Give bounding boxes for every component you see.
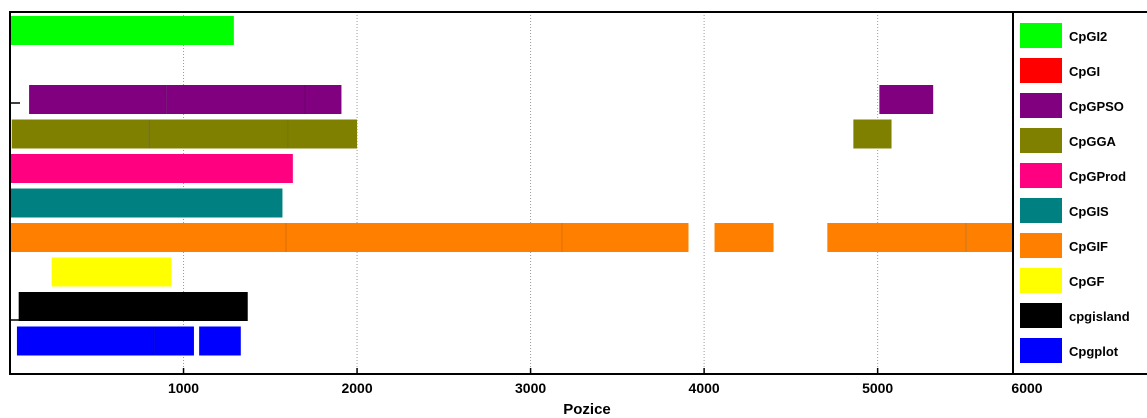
legend-swatch-CpGF (1020, 268, 1062, 293)
bar-CpGGA-0 (11, 119, 149, 149)
legend-label-CpGI: CpGI (1069, 64, 1100, 79)
legend-swatch-CpGProd (1020, 163, 1062, 188)
legend-swatch-CpGIS (1020, 198, 1062, 223)
x-axis-label: Pozice (563, 401, 611, 418)
grid-lines (183, 12, 879, 374)
bar-CpGIF-5 (966, 223, 1013, 252)
bar-CpGGA-2 (287, 119, 358, 149)
x-tick-label-5: 6000 (1011, 380, 1042, 396)
bar-Cpgplot-2 (199, 326, 241, 356)
legend-swatch-CpGI (1020, 58, 1062, 83)
x-tick-label-1: 2000 (341, 380, 372, 396)
x-tick-label-4: 5000 (862, 380, 893, 396)
legend-swatch-CpGIF (1020, 233, 1062, 258)
bar-cpgisland-0 (18, 292, 248, 321)
x-tick-label-3: 4000 (689, 380, 720, 396)
bar-CpGI2-0 (10, 16, 234, 45)
legend-label-CpGF: CpGF (1069, 274, 1104, 289)
legend-label-cpgisland: cpgisland (1069, 309, 1130, 324)
bar-CpGGA-3 (853, 119, 892, 149)
legend-label-CpGIF: CpGIF (1069, 239, 1108, 254)
legend-swatch-cpgisland (1020, 303, 1062, 328)
legend-swatch-CpGPSO (1020, 93, 1062, 118)
bars (10, 16, 1013, 356)
legend-swatch-CpGGA (1020, 128, 1062, 153)
bar-CpGIF-1 (285, 223, 562, 252)
bar-CpGIF-4 (827, 223, 967, 252)
x-axis-ticks: 1000 2000 3000 4000 5000 6000 (10, 102, 1043, 396)
legend-label-CpGIS: CpGIS (1069, 204, 1109, 219)
legend-label-CpGPSO: CpGPSO (1069, 99, 1124, 114)
legend: CpGI2 CpGI CpGPSO CpGGA CpGProd CpGIS CpGIF CpG… (1012, 11, 1147, 375)
bar-CpGIF-3 (714, 223, 774, 252)
bar-CpGProd-0 (10, 154, 293, 183)
legend-label-Cpgplot: Cpgplot (1069, 344, 1119, 359)
bar-CpGPSO-3 (879, 85, 934, 114)
x-tick-label-0: 1000 (168, 380, 199, 396)
legend-swatch-Cpgplot (1020, 338, 1062, 363)
legend-label-CpGI2: CpGI2 (1069, 29, 1107, 44)
x-tick-label-2: 3000 (515, 380, 546, 396)
bar-CpGIF-2 (561, 223, 689, 252)
legend-swatch-CpGI2 (1020, 23, 1062, 48)
bar-CpGF-0 (51, 257, 172, 287)
bar-CpGIF-0 (10, 223, 286, 252)
legend-label-CpGGA: CpGGA (1069, 134, 1117, 149)
bar-CpGGA-1 (148, 119, 288, 149)
bar-Cpgplot-0 (16, 326, 155, 356)
bar-CpGIS-0 (10, 188, 283, 218)
bar-CpGPSO-2 (305, 85, 342, 114)
legend-label-CpGProd: CpGProd (1069, 169, 1126, 184)
bar-CpGPSO-0 (29, 85, 167, 114)
bar-Cpgplot-1 (154, 326, 194, 356)
bar-CpGPSO-1 (166, 85, 305, 114)
